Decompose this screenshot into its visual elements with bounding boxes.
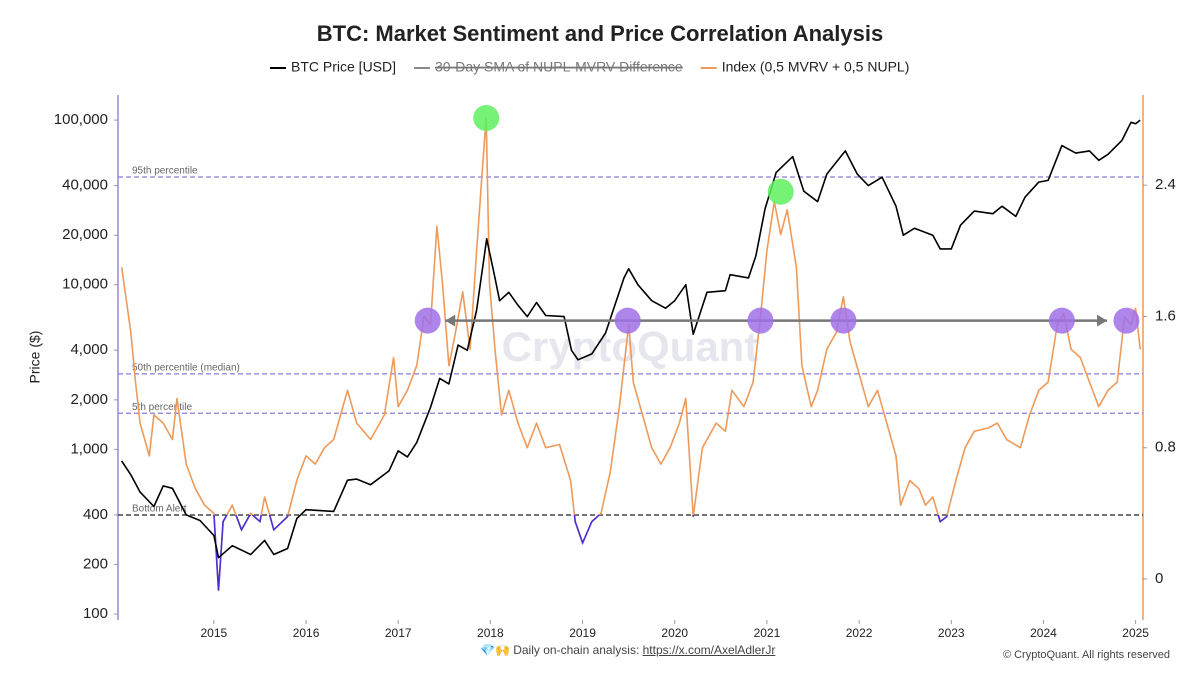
- legend-label: 30-Day SMA of NUPL-MVRV Difference: [435, 59, 683, 75]
- series-line: [120, 117, 1141, 592]
- x-tick-label: 2016: [293, 626, 320, 640]
- legend-label: Index (0,5 MVRV + 0,5 NUPL): [722, 59, 910, 75]
- footer-text: 💎🙌 Daily on-chain analysis:: [480, 643, 643, 657]
- x-tick-label: 2017: [385, 626, 412, 640]
- marker: [830, 307, 857, 334]
- reference-label: 50th percentile (median): [132, 363, 240, 374]
- x-tick-label: 2023: [938, 626, 965, 640]
- x-tick-label: 2025: [1122, 626, 1149, 640]
- reference-label: 5th percentile: [132, 402, 192, 413]
- series-line-highlight: [213, 515, 948, 591]
- x-tick-label: 2022: [846, 626, 873, 640]
- series-line: [121, 119, 1141, 559]
- reference-label: 95th percentile: [132, 166, 198, 177]
- marker: [414, 307, 441, 334]
- y2-tick-label: 0.8: [1155, 439, 1176, 456]
- y2-tick-label: 1.6: [1155, 307, 1176, 324]
- x-tick-label: 2015: [201, 626, 228, 640]
- reference-label: Bottom Alert: [132, 504, 187, 515]
- y-axis-label: Price ($): [27, 331, 43, 384]
- y-tick-label: 1,000: [70, 440, 108, 457]
- y2-tick-label: 2.4: [1155, 176, 1176, 193]
- arrow-head: [1097, 314, 1108, 327]
- marker: [1048, 307, 1075, 334]
- y-tick-label: 4,000: [70, 341, 108, 358]
- x-tick-label: 2024: [1030, 626, 1057, 640]
- y-tick-label: 200: [83, 555, 108, 572]
- marker: [747, 307, 774, 334]
- y-tick-label: 100: [83, 605, 108, 622]
- marker: [473, 104, 500, 131]
- legend-label: BTC Price [USD]: [291, 59, 396, 75]
- x-tick-label: 2019: [569, 626, 596, 640]
- x-tick-label: 2018: [477, 626, 504, 640]
- marker: [1113, 307, 1140, 334]
- y-tick-label: 10,000: [62, 276, 108, 293]
- y-tick-label: 20,000: [62, 226, 108, 243]
- marker: [614, 307, 641, 334]
- y2-tick-label: 0: [1155, 570, 1163, 587]
- y-tick-label: 400: [83, 506, 108, 523]
- copyright: © CryptoQuant. All rights reserved: [1002, 649, 1170, 661]
- footer-link[interactable]: https://x.com/AxelAdlerJr: [642, 643, 776, 657]
- chart-title: BTC: Market Sentiment and Price Correlat…: [317, 21, 883, 46]
- x-tick-label: 2021: [754, 626, 781, 640]
- arrow-head: [445, 314, 456, 327]
- footer-note: 💎🙌 Daily on-chain analysis: https://x.co…: [480, 643, 775, 657]
- y-tick-label: 2,000: [70, 391, 108, 408]
- y-tick-label: 100,000: [54, 111, 108, 128]
- y-tick-label: 40,000: [62, 177, 108, 194]
- marker: [767, 178, 794, 205]
- x-tick-label: 2020: [661, 626, 688, 640]
